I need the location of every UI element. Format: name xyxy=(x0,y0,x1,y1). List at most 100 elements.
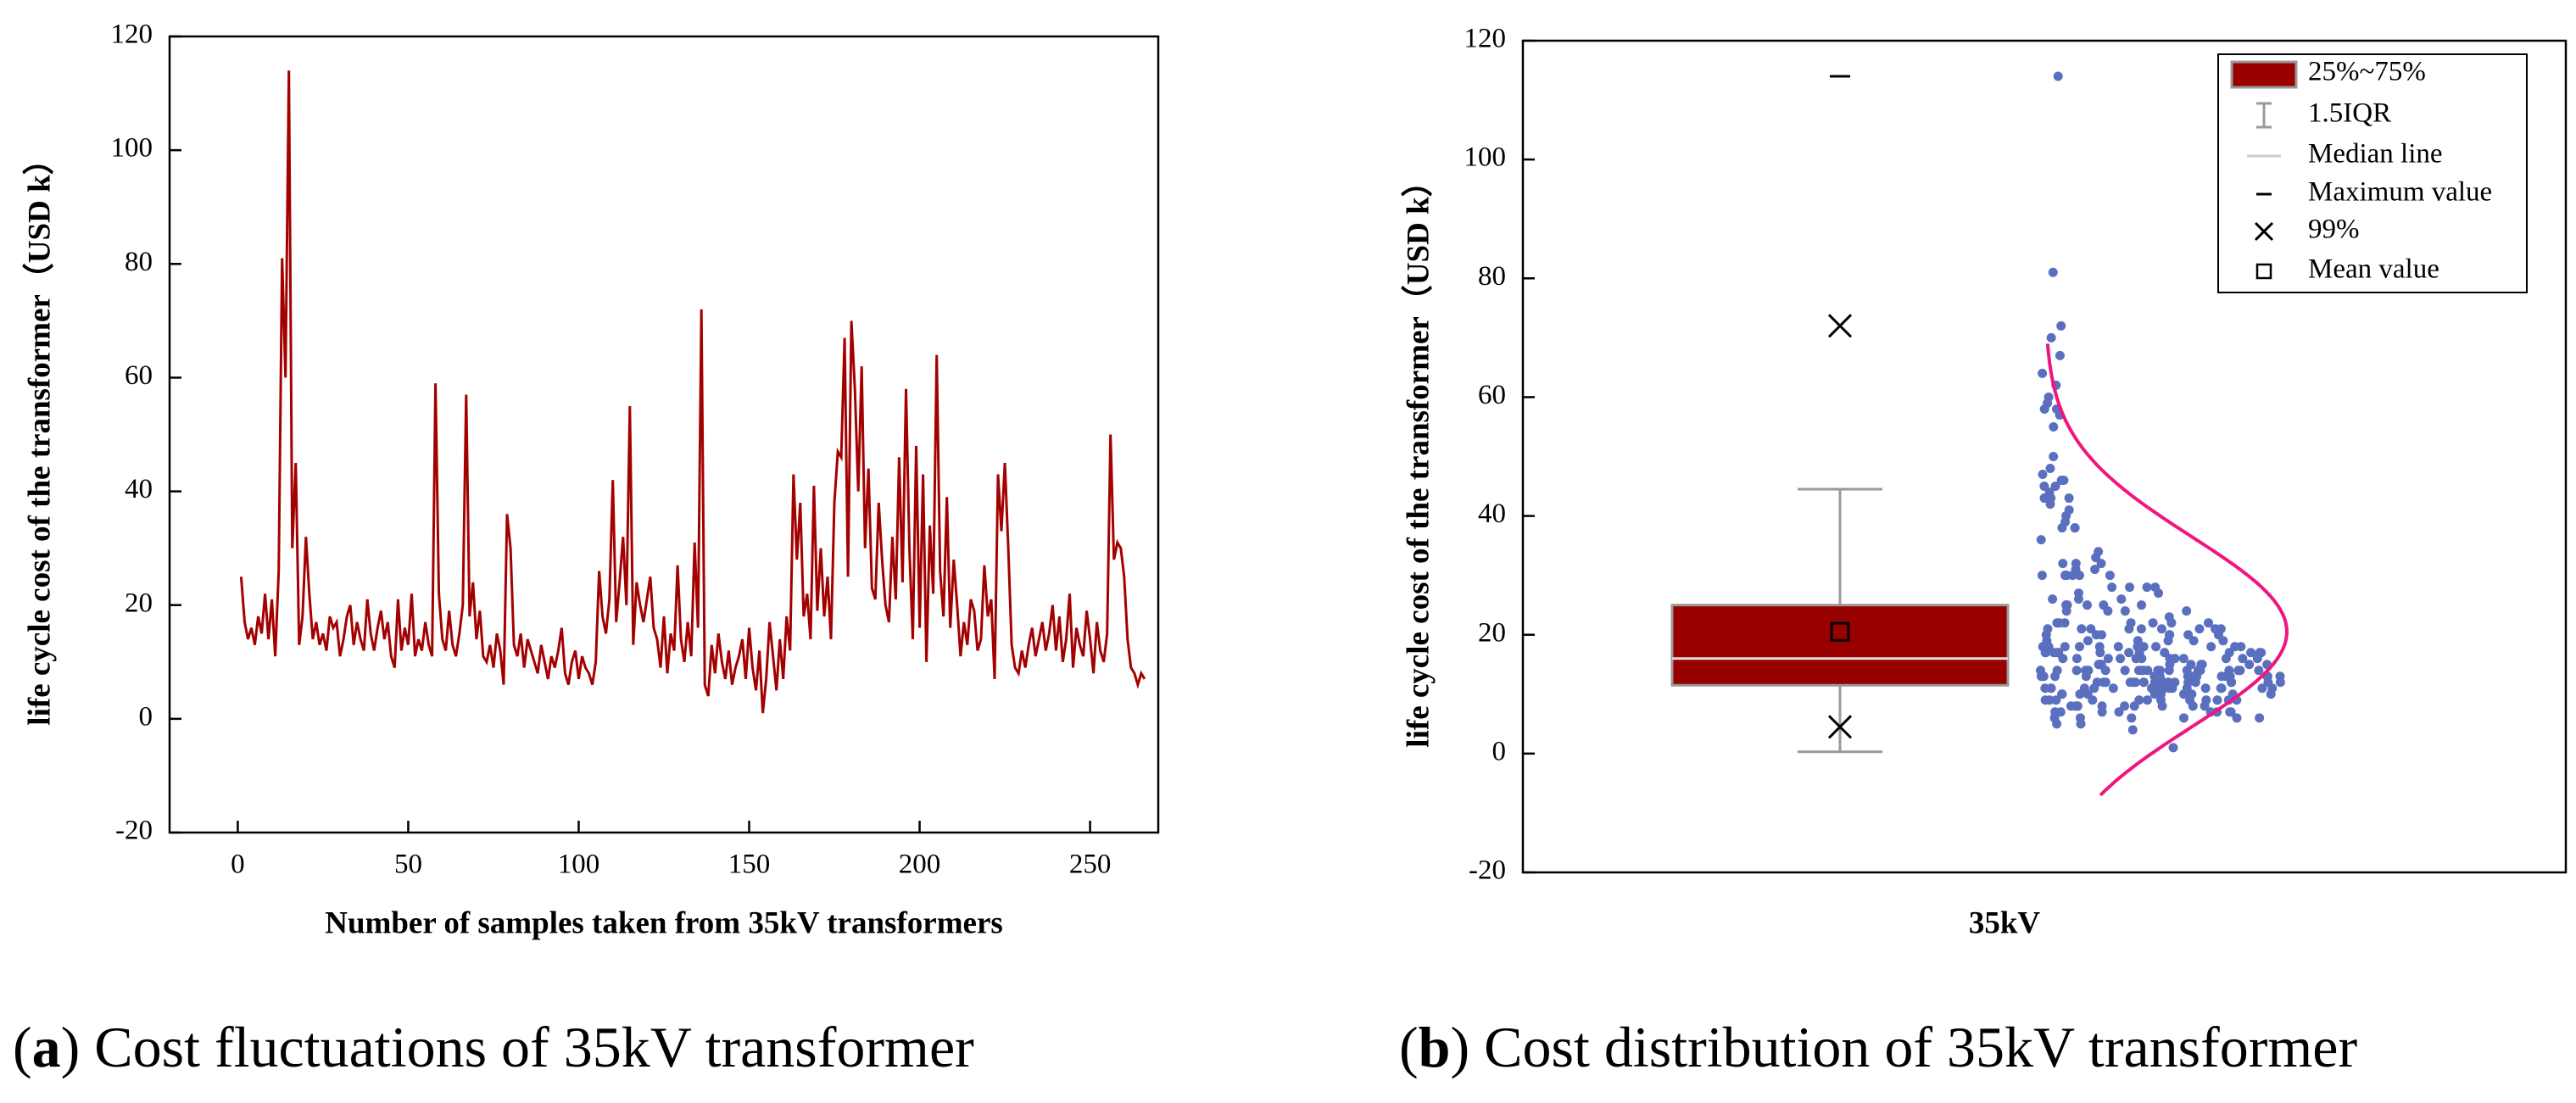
scatter-point xyxy=(2058,559,2068,569)
scatter-point xyxy=(2155,666,2166,676)
y-tick-label: 120 xyxy=(1464,24,1507,54)
x-tick-label: 0 xyxy=(231,850,245,880)
scatter-point xyxy=(2151,642,2161,652)
scatter-point xyxy=(2178,713,2188,723)
scatter-point xyxy=(2238,654,2248,664)
y-tick-label: 40 xyxy=(125,474,153,504)
legend-label: 99% xyxy=(2308,214,2360,245)
scatter-point xyxy=(2120,666,2130,676)
scatter-point xyxy=(2188,636,2199,646)
scatter-point xyxy=(2099,600,2109,610)
scatter-point xyxy=(2086,624,2096,634)
mean-marker xyxy=(1830,621,1850,642)
legend-symbol xyxy=(2254,221,2274,242)
y-axis-title: life cycle cost of the transformer（USD k… xyxy=(1400,165,1436,747)
caption: (a) Cost fluctuations of 35kV transforme… xyxy=(13,1015,974,1079)
scatter-point xyxy=(2076,719,2086,729)
scatter-point xyxy=(2206,642,2216,652)
box xyxy=(1670,604,2010,687)
scatter-point xyxy=(2046,683,2056,694)
scatter-point xyxy=(2128,677,2138,688)
scatter-point xyxy=(2166,618,2177,628)
scatter-point xyxy=(2061,606,2071,616)
scatter-point xyxy=(2057,689,2067,699)
legend-label: 1.5IQR xyxy=(2308,98,2391,129)
scatter-point xyxy=(2046,332,2056,343)
scatter-point xyxy=(2103,654,2113,664)
scatter-point xyxy=(2071,666,2082,676)
y-axis-title: life cycle cost of the transformer（USD k… xyxy=(21,143,57,725)
scatter-point xyxy=(2150,582,2161,593)
x-axis-title: Number of samples taken from 35kV transf… xyxy=(325,905,1003,940)
scatter-point xyxy=(2074,571,2084,581)
scatter-point xyxy=(2124,624,2134,634)
y-tick-label: 100 xyxy=(1464,142,1507,173)
scatter-point xyxy=(2160,648,2170,658)
scatter-point xyxy=(2074,642,2084,652)
scatter-point xyxy=(2091,553,2101,563)
scatter-point xyxy=(2077,624,2087,634)
plot-frame xyxy=(168,35,1160,834)
scatter-point xyxy=(2070,523,2080,533)
y-tick-label: 0 xyxy=(139,701,153,732)
scatter-point xyxy=(2170,677,2180,688)
scatter-point xyxy=(2127,725,2138,735)
scatter-point xyxy=(2178,654,2188,664)
scatter-point xyxy=(2036,666,2046,676)
scatter-point xyxy=(2129,701,2139,711)
scatter-point xyxy=(2233,666,2244,676)
scatter-point xyxy=(2071,654,2082,664)
legend-label: Mean value xyxy=(2308,254,2439,285)
scatter-point xyxy=(2048,594,2058,604)
scatter-point xyxy=(2050,482,2060,492)
scatter-point xyxy=(2136,666,2146,676)
legend-label: Maximum value xyxy=(2308,177,2492,208)
y-tick-label: 80 xyxy=(1478,261,1506,292)
x-tick-label: 50 xyxy=(394,850,422,880)
scatter-point xyxy=(2049,421,2059,432)
scatter-point xyxy=(2196,660,2206,670)
legend-symbol xyxy=(2230,60,2298,89)
scatter-point xyxy=(2138,677,2149,688)
scatter-point xyxy=(2071,701,2081,711)
percentile-marker xyxy=(1827,715,1853,739)
scatter-point xyxy=(2232,713,2242,723)
scatter-point xyxy=(2038,368,2048,378)
x-tick-label: 250 xyxy=(1069,850,1112,880)
scatter-point xyxy=(2267,683,2278,694)
y-tick-label: 40 xyxy=(1478,499,1506,529)
plot-frame xyxy=(1521,39,2568,874)
legend-symbol xyxy=(2256,102,2272,129)
legend-label: 25%~75% xyxy=(2308,57,2426,87)
scatter-point xyxy=(2091,630,2101,640)
scatter-point xyxy=(2058,654,2068,664)
scatter-point xyxy=(2157,701,2167,711)
caption-part: a xyxy=(32,1015,61,1079)
scatter-point xyxy=(2114,707,2124,717)
scatter-point xyxy=(2073,594,2083,604)
scatter-point xyxy=(2257,683,2267,694)
scatter-point xyxy=(2255,713,2265,723)
scatter-point xyxy=(2124,648,2134,658)
scatter-point xyxy=(2138,642,2149,652)
scatter-point xyxy=(2200,683,2211,694)
caption-part: ) Cost distribution of 35kV transformer xyxy=(1450,1015,2357,1079)
x-tick-label: 200 xyxy=(899,850,941,880)
normal-curve xyxy=(2045,343,2289,797)
caption-part: b xyxy=(1419,1015,1451,1079)
caption: (b) Cost distribution of 35kV transforme… xyxy=(1399,1015,2357,1079)
scatter-point xyxy=(2083,636,2093,646)
legend-symbol xyxy=(2255,263,2272,280)
scatter-point xyxy=(2148,618,2158,628)
scatter-point xyxy=(2212,695,2222,705)
scatter-point xyxy=(2044,642,2054,652)
y-tick-label: -20 xyxy=(1469,855,1506,886)
scatter-point xyxy=(2064,493,2074,504)
scatter-point xyxy=(2050,707,2060,717)
scatter-point xyxy=(2183,630,2194,640)
scatter-point xyxy=(2094,642,2105,652)
scatter-point xyxy=(2216,683,2226,694)
scatter-point xyxy=(2089,683,2099,694)
caption-part: ( xyxy=(13,1015,32,1079)
scatter-point xyxy=(2125,582,2135,593)
